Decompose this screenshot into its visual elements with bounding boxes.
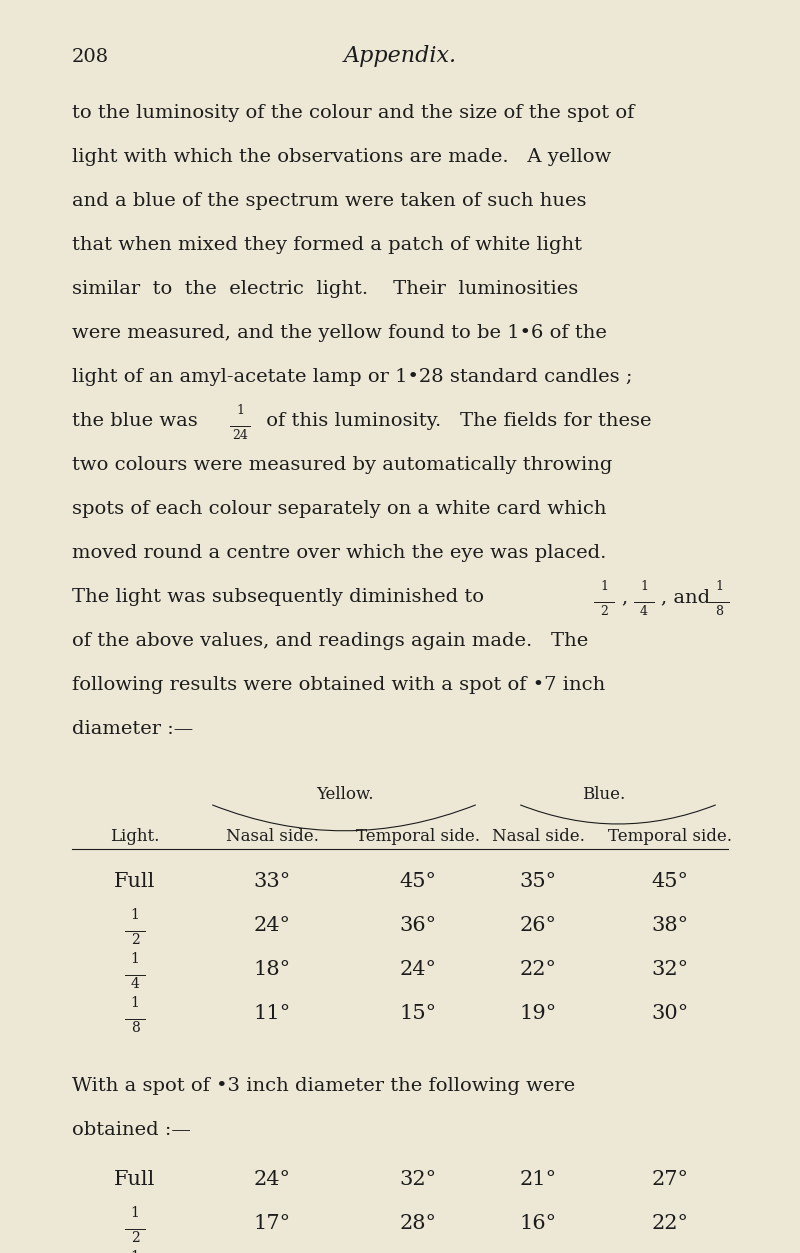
Text: 24: 24 — [232, 429, 248, 442]
Text: the blue was: the blue was — [72, 412, 204, 430]
Text: With a spot of •3 inch diameter the following were: With a spot of •3 inch diameter the foll… — [72, 1078, 575, 1095]
Text: 1: 1 — [130, 1205, 139, 1220]
Text: spots of each colour separately on a white card which: spots of each colour separately on a whi… — [72, 500, 606, 517]
Text: 1: 1 — [715, 580, 723, 593]
Text: 8: 8 — [130, 1021, 139, 1035]
Text: 22°: 22° — [519, 960, 557, 979]
Text: 4: 4 — [130, 977, 139, 991]
Text: The light was subsequently diminished to: The light was subsequently diminished to — [72, 588, 490, 606]
Text: 33°: 33° — [254, 872, 290, 891]
Text: 32°: 32° — [399, 1170, 437, 1189]
Text: 2: 2 — [130, 1230, 139, 1245]
Text: Appendix.: Appendix. — [343, 45, 457, 66]
Text: 17°: 17° — [254, 1214, 290, 1233]
Text: 1: 1 — [130, 1250, 139, 1253]
Text: were measured, and the yellow found to be 1•6 of the: were measured, and the yellow found to b… — [72, 325, 607, 342]
Text: 38°: 38° — [651, 916, 689, 935]
Text: moved round a centre over which the eye was placed.: moved round a centre over which the eye … — [72, 544, 606, 563]
Text: 45°: 45° — [399, 872, 437, 891]
Text: 32°: 32° — [651, 960, 689, 979]
Text: Nasal side.: Nasal side. — [226, 828, 318, 845]
Text: 2: 2 — [130, 933, 139, 947]
Text: that when mixed they formed a patch of white light: that when mixed they formed a patch of w… — [72, 236, 582, 254]
Text: 26°: 26° — [519, 916, 557, 935]
Text: 1: 1 — [130, 952, 139, 966]
Text: 27°: 27° — [651, 1170, 689, 1189]
Text: light of an amyl-acetate lamp or 1•28 standard candles ;: light of an amyl-acetate lamp or 1•28 st… — [72, 368, 633, 386]
Text: following results were obtained with a spot of •7 inch: following results were obtained with a s… — [72, 677, 606, 694]
Text: 35°: 35° — [519, 872, 557, 891]
Text: and a blue of the spectrum were taken of such hues: and a blue of the spectrum were taken of… — [72, 192, 586, 211]
Text: 11°: 11° — [254, 1004, 290, 1022]
Text: , and: , and — [661, 588, 710, 606]
Text: 1: 1 — [600, 580, 608, 593]
Text: 16°: 16° — [519, 1214, 557, 1233]
Text: obtained :—: obtained :— — [72, 1121, 191, 1139]
Text: of the above values, and readings again made.   The: of the above values, and readings again … — [72, 632, 588, 650]
Text: 208: 208 — [72, 48, 109, 66]
Text: 18°: 18° — [254, 960, 290, 979]
Text: to the luminosity of the colour and the size of the spot of: to the luminosity of the colour and the … — [72, 104, 634, 122]
Text: Blue.: Blue. — [582, 786, 626, 803]
Text: Yellow.: Yellow. — [316, 786, 374, 803]
Text: similar  to  the  electric  light.    Their  luminosities: similar to the electric light. Their lum… — [72, 279, 578, 298]
Text: diameter :—: diameter :— — [72, 720, 194, 738]
Text: 2: 2 — [600, 605, 608, 618]
Text: 21°: 21° — [519, 1170, 557, 1189]
Text: 45°: 45° — [651, 872, 689, 891]
Text: 30°: 30° — [651, 1004, 689, 1022]
Text: Temporal side.: Temporal side. — [356, 828, 480, 845]
Text: 4: 4 — [640, 605, 648, 618]
Text: 19°: 19° — [519, 1004, 557, 1022]
Text: Full: Full — [114, 1170, 156, 1189]
Text: 24°: 24° — [254, 1170, 290, 1189]
Text: 1: 1 — [236, 403, 244, 417]
Text: 36°: 36° — [399, 916, 437, 935]
Text: 1: 1 — [130, 996, 139, 1010]
Text: 28°: 28° — [399, 1214, 437, 1233]
Text: 1: 1 — [640, 580, 648, 593]
Text: two colours were measured by automatically throwing: two colours were measured by automatical… — [72, 456, 612, 474]
Text: Light.: Light. — [110, 828, 160, 845]
Text: Temporal side.: Temporal side. — [608, 828, 732, 845]
Text: ,: , — [621, 588, 627, 606]
Text: 24°: 24° — [254, 916, 290, 935]
Text: 24°: 24° — [399, 960, 437, 979]
Text: Full: Full — [114, 872, 156, 891]
Text: 8: 8 — [715, 605, 723, 618]
Text: 1: 1 — [130, 908, 139, 922]
Text: Nasal side.: Nasal side. — [491, 828, 585, 845]
Text: 22°: 22° — [651, 1214, 689, 1233]
Text: light with which the observations are made.   A yellow: light with which the observations are ma… — [72, 148, 611, 165]
Text: 15°: 15° — [399, 1004, 437, 1022]
Text: of this luminosity.   The fields for these: of this luminosity. The fields for these — [260, 412, 651, 430]
